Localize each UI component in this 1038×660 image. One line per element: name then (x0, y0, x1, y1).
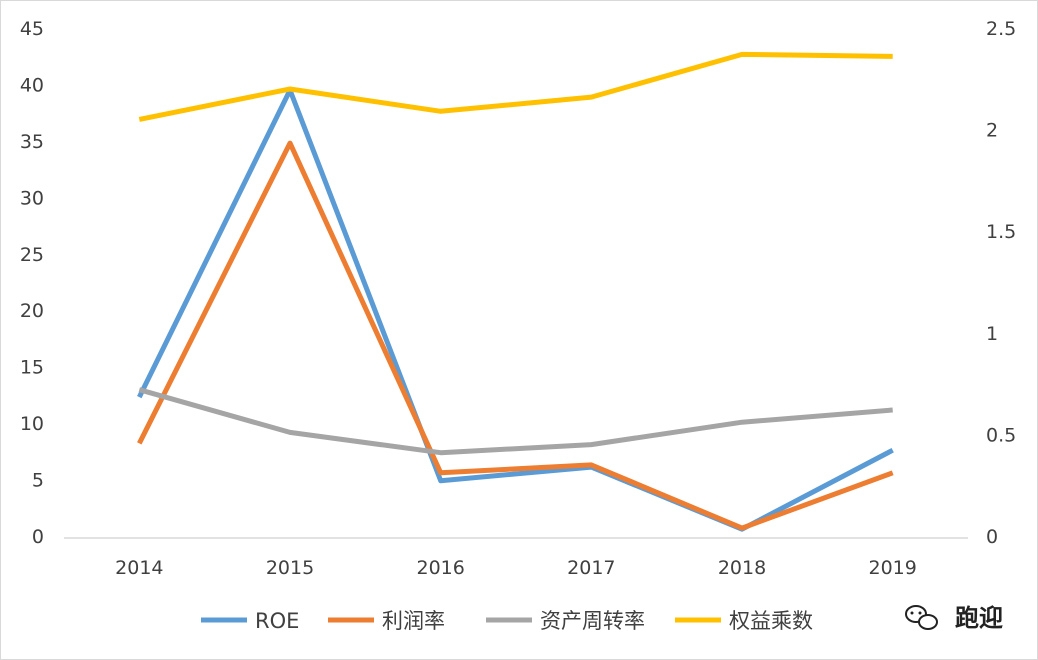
left-y-tick-label: 15 (20, 357, 44, 379)
right-y-tick-label: 1 (986, 323, 998, 345)
x-tick-label: 2018 (718, 557, 766, 579)
left-y-tick-label: 45 (20, 18, 44, 40)
right-y-tick-label: 0.5 (986, 424, 1016, 446)
series-line-0 (137, 87, 894, 532)
legend-label: 权益乘数 (729, 609, 813, 633)
x-tick-label: 2017 (567, 557, 615, 579)
series-line-3 (138, 51, 893, 122)
watermark-text: 跑迎 (955, 604, 1003, 632)
wechat-icon (905, 605, 938, 630)
left-y-tick-label: 40 (20, 74, 44, 96)
series-line-1 (137, 140, 894, 531)
legend-label: 资产周转率 (540, 609, 645, 633)
series-line-2 (138, 387, 893, 456)
left-y-tick-label: 10 (20, 413, 44, 435)
x-tick-label: 2016 (416, 557, 464, 579)
legend-label: 利润率 (382, 609, 445, 633)
left-y-tick-label: 35 (20, 131, 44, 153)
left-y-tick-label: 20 (20, 300, 44, 322)
legend-label: ROE (255, 609, 299, 633)
x-tick-label: 2015 (266, 557, 314, 579)
axes: 0 5 10 15 20 25 30 35 40 45 0 0.5 1 1.5 2 2.5 2014 2015 20… (20, 18, 1016, 579)
watermark: 跑迎 (905, 604, 1003, 632)
series-lines (137, 51, 894, 532)
right-y-tick-label: 2 (986, 120, 998, 142)
x-tick-label: 2014 (115, 557, 163, 579)
legend: ROE 利润率 资产周转率 权益乘数 (201, 609, 813, 633)
right-y-tick-label: 1.5 (986, 221, 1016, 243)
right-y-tick-label: 2.5 (986, 18, 1016, 40)
left-y-tick-label: 30 (20, 187, 44, 209)
left-y-tick-label: 25 (20, 244, 44, 266)
x-tick-label: 2019 (868, 557, 916, 579)
right-y-tick-label: 0 (986, 526, 998, 548)
left-y-tick-label: 5 (32, 470, 44, 492)
left-y-tick-label: 0 (32, 526, 44, 548)
